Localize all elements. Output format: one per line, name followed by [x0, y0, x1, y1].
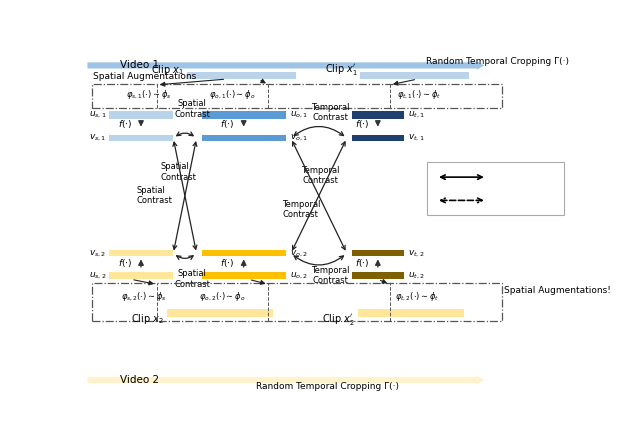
Bar	[187, 72, 296, 79]
Text: $u_{t,1}$: $u_{t,1}$	[408, 110, 425, 120]
Bar	[92, 284, 502, 321]
Text: $\varphi_{o,2}(\cdot)\sim\phi_o$: $\varphi_{o,2}(\cdot)\sim\phi_o$	[199, 290, 246, 303]
Text: $f(\cdot)$: $f(\cdot)$	[355, 257, 369, 269]
Text: $f(\cdot)$: $f(\cdot)$	[220, 118, 235, 130]
Text: Spatial
Contrast: Spatial Contrast	[175, 99, 211, 119]
Text: Clip $x_2$: Clip $x_2$	[131, 312, 164, 326]
Text: $\varphi_{s,1}(\cdot)\sim\phi_s$: $\varphi_{s,1}(\cdot)\sim\phi_s$	[126, 88, 172, 101]
Bar	[202, 135, 286, 141]
Bar	[109, 111, 173, 119]
Text: $v_{o,2}$: $v_{o,2}$	[290, 248, 308, 259]
Text: Maximize
Similarity: Maximize Similarity	[494, 167, 538, 187]
Text: Random Temporal Cropping Γ(·): Random Temporal Cropping Γ(·)	[257, 382, 399, 391]
Text: Temporal
Contrast: Temporal Contrast	[311, 266, 350, 285]
Text: $f(\cdot)$: $f(\cdot)$	[118, 257, 132, 269]
Text: Temporal
Contrast: Temporal Contrast	[311, 103, 350, 122]
Bar	[167, 309, 273, 317]
Text: Clip $x_1'$: Clip $x_1'$	[325, 62, 358, 77]
Text: Temporal
Contrast: Temporal Contrast	[301, 166, 340, 185]
Text: $v_{t,2}$: $v_{t,2}$	[408, 248, 424, 259]
Bar	[428, 162, 564, 215]
Text: $f(\cdot)$: $f(\cdot)$	[220, 257, 235, 269]
Bar	[352, 111, 404, 119]
Text: $\varphi_{o,1}(\cdot)\sim\phi_o$: $\varphi_{o,1}(\cdot)\sim\phi_o$	[209, 88, 255, 101]
Text: $u_{t,2}$: $u_{t,2}$	[408, 270, 425, 281]
Text: $\varphi_{s,2}(\cdot)\sim\phi_s$: $\varphi_{s,2}(\cdot)\sim\phi_s$	[121, 290, 166, 303]
Text: Video 2: Video 2	[120, 375, 159, 385]
Bar	[109, 272, 173, 280]
Text: Spatial
Contrast: Spatial Contrast	[161, 162, 196, 182]
Bar	[352, 272, 404, 280]
Bar	[92, 84, 502, 108]
Text: $v_{o,1}$: $v_{o,1}$	[290, 133, 308, 143]
Text: Minimize
Similarity: Minimize Similarity	[494, 190, 538, 210]
Text: Temporal
Contrast: Temporal Contrast	[282, 200, 320, 219]
Text: $f(\cdot)$: $f(\cdot)$	[118, 118, 132, 130]
FancyArrow shape	[88, 61, 484, 70]
Text: Spatial Augmentations!: Spatial Augmentations!	[504, 286, 611, 295]
Text: $v_{t,1}$: $v_{t,1}$	[408, 133, 424, 143]
Text: $f(\cdot)$: $f(\cdot)$	[355, 118, 369, 130]
Text: $\varphi_{t,1}(\cdot)\sim\phi_t$: $\varphi_{t,1}(\cdot)\sim\phi_t$	[397, 88, 442, 101]
Text: $u_{o,1}$: $u_{o,1}$	[290, 110, 308, 120]
Bar	[352, 135, 404, 141]
Text: $\varphi_{t,2}(\cdot)\sim\phi_t$: $\varphi_{t,2}(\cdot)\sim\phi_t$	[395, 290, 439, 303]
Bar	[352, 250, 404, 256]
Text: Spatial Augmentations: Spatial Augmentations	[93, 72, 196, 81]
Text: $u_{o,2}$: $u_{o,2}$	[290, 270, 308, 281]
Text: $v_{s,1}$: $v_{s,1}$	[89, 133, 106, 143]
Bar	[360, 72, 469, 79]
Bar	[358, 309, 465, 317]
Text: Random Temporal Cropping Γ(·): Random Temporal Cropping Γ(·)	[426, 57, 568, 66]
FancyArrow shape	[88, 376, 484, 384]
Bar	[202, 250, 286, 256]
Text: Spatial
Contrast: Spatial Contrast	[136, 186, 172, 206]
Text: Clip $x_2'$: Clip $x_2'$	[323, 312, 355, 327]
Text: Video 1: Video 1	[120, 60, 159, 70]
Text: $u_{s,2}$: $u_{s,2}$	[89, 270, 106, 281]
Bar	[109, 135, 173, 141]
Bar	[109, 250, 173, 256]
Bar	[202, 111, 286, 119]
Text: $u_{s,1}$: $u_{s,1}$	[88, 110, 106, 120]
Bar	[202, 272, 286, 280]
Text: Clip $x_1$: Clip $x_1$	[151, 62, 184, 77]
Text: $v_{s,2}$: $v_{s,2}$	[89, 248, 106, 259]
Text: Spatial
Contrast: Spatial Contrast	[175, 269, 211, 289]
